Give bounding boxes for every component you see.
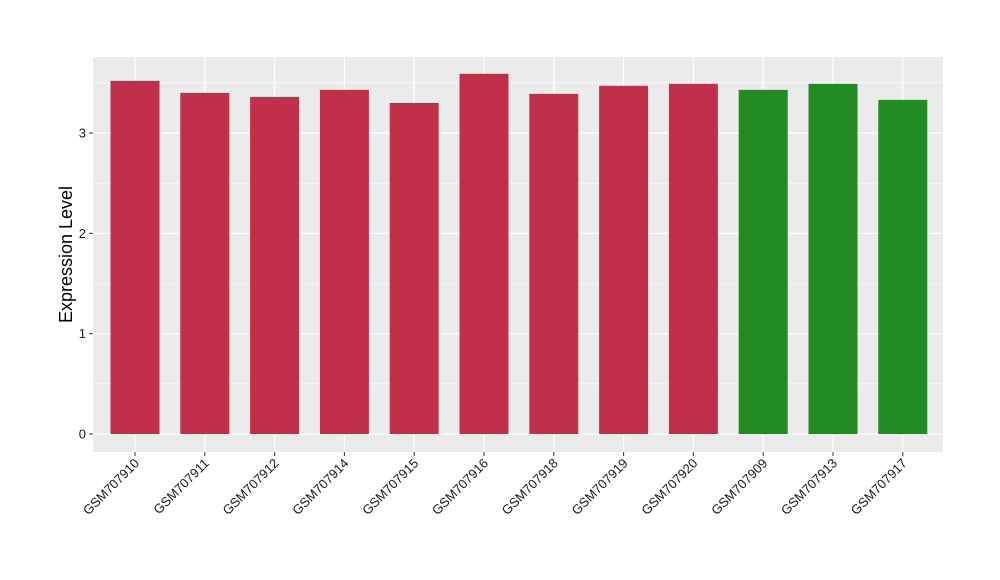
bar-gsm707919 bbox=[599, 85, 649, 435]
bar-gsm707915 bbox=[389, 102, 439, 435]
x-tick-label: GSM707917 bbox=[848, 456, 910, 518]
bar-gsm707914 bbox=[319, 89, 369, 435]
bar-gsm707917 bbox=[878, 99, 928, 434]
y-axis-title: Expression Level bbox=[56, 186, 76, 323]
bar-gsm707909 bbox=[738, 89, 788, 435]
x-tick-label: GSM707918 bbox=[499, 456, 561, 518]
y-tick-label: 3 bbox=[79, 126, 86, 141]
y-tick-label: 0 bbox=[79, 427, 86, 442]
plot-panel bbox=[93, 57, 943, 452]
y-tick-label: 1 bbox=[79, 326, 86, 341]
x-tick-label: GSM707915 bbox=[359, 456, 421, 518]
x-tick-label: GSM707914 bbox=[289, 456, 351, 518]
x-tick-label: GSM707916 bbox=[429, 456, 491, 518]
x-tick-label: GSM707909 bbox=[708, 456, 770, 518]
bar-gsm707918 bbox=[529, 93, 579, 435]
x-tick-label: GSM707911 bbox=[150, 456, 212, 518]
x-tick-label: GSM707920 bbox=[638, 456, 700, 518]
bars bbox=[110, 73, 928, 435]
bar-gsm707916 bbox=[459, 73, 509, 434]
x-tick-label: GSM707919 bbox=[568, 456, 630, 518]
bar-gsm707910 bbox=[110, 80, 160, 435]
bar-gsm707920 bbox=[668, 83, 718, 434]
bar-gsm707913 bbox=[808, 83, 858, 434]
x-tick-label: GSM707913 bbox=[778, 456, 840, 518]
y-tick-label: 2 bbox=[79, 226, 86, 241]
bar-gsm707911 bbox=[180, 92, 230, 434]
x-tick-label: GSM707912 bbox=[219, 456, 281, 518]
bar-gsm707912 bbox=[250, 96, 300, 434]
x-tick-label: GSM707910 bbox=[80, 456, 142, 518]
